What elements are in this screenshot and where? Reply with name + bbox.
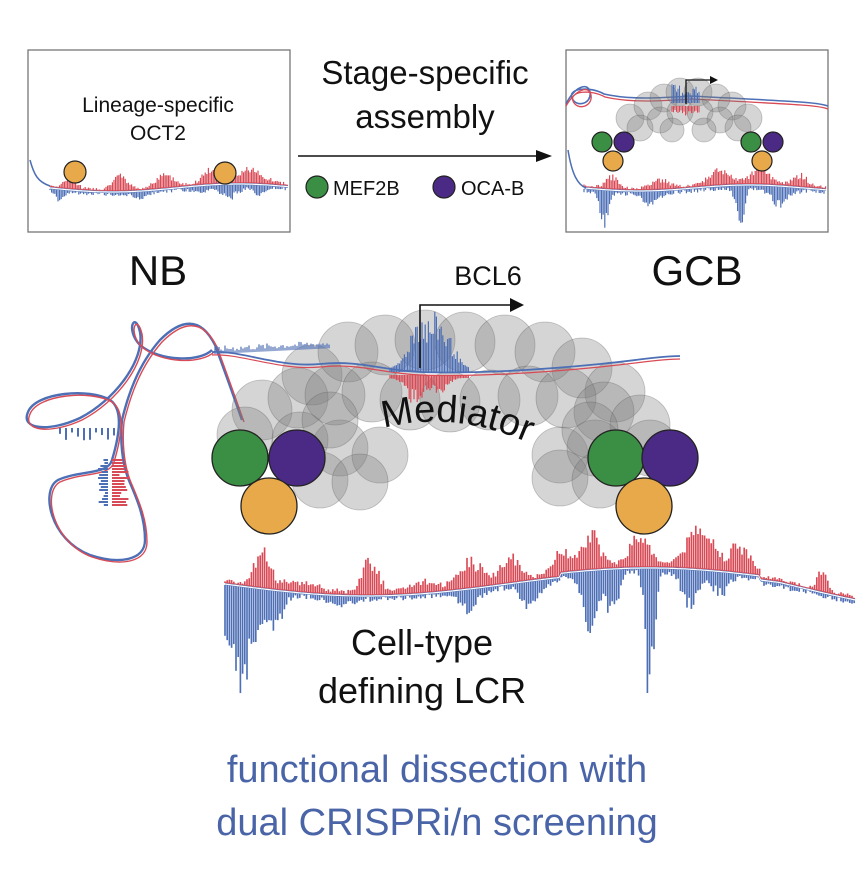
gcb-mediator-subunit — [717, 91, 747, 121]
nb-oct2-circle-left — [63, 160, 87, 184]
nb-panel-frame — [27, 49, 291, 233]
ocab-circle-left — [268, 429, 326, 487]
mediator-subunit — [304, 364, 366, 426]
gcb-chromatin-loop — [565, 85, 829, 110]
lcr-label-line1: Cell-type — [351, 622, 493, 663]
mef2b-circle-right — [587, 429, 645, 487]
transition-title-line1: Stage-specific — [321, 54, 528, 91]
loop-signal-bars — [59, 428, 129, 506]
oct2-circle-left — [240, 477, 298, 535]
promoter-line-blue — [211, 351, 681, 374]
mediator-subunit — [317, 321, 379, 383]
gcb-tss-arrowhead — [710, 76, 718, 84]
chromatin-fiber — [25, 321, 245, 563]
lcr-label-line2: defining LCR — [318, 670, 526, 711]
nb-stage-label: NB — [129, 247, 187, 294]
track-baseline-red — [49, 182, 289, 191]
gcb-mediator-subunit — [691, 117, 717, 143]
legend-mef2b-swatch — [305, 175, 329, 199]
mediator-subunit — [301, 391, 359, 449]
gcb-mef2b-circle-right — [740, 131, 762, 153]
nb-panel-title-line1: Lineage-specific — [82, 94, 234, 117]
nb-signal-tracks — [29, 159, 289, 202]
mediator-subunit — [497, 365, 559, 427]
gcb-track-lead — [567, 149, 587, 189]
gene-label: BCL6 — [454, 261, 522, 291]
mediator-subunit — [459, 369, 521, 431]
gcb-mediator-subunit — [633, 91, 663, 121]
mediator-subunit — [267, 367, 329, 429]
gcb-ocab-circle-right — [762, 131, 784, 153]
gcb-stage-label: GCB — [651, 247, 742, 294]
mediator-subunit — [341, 361, 403, 423]
gcb-mediator-subunit — [615, 103, 645, 133]
legend-ocab-label: OCA-B — [461, 178, 524, 200]
transition-arrowhead — [536, 150, 552, 162]
lcr-signal-tracks — [224, 525, 856, 694]
gcb-mediator-subunit — [659, 117, 685, 143]
track-baseline-red — [224, 566, 856, 599]
track-baseline-white — [224, 567, 856, 601]
bcl6-tss-arrow — [419, 304, 510, 368]
gcb-oct2-circle-left — [602, 150, 624, 172]
mediator-subunit — [531, 449, 589, 507]
track-baseline-white — [49, 183, 289, 193]
bcl6-tss-arrowhead — [510, 298, 524, 312]
gcb-tss-arrow — [685, 79, 712, 104]
mediator-subunit — [331, 453, 389, 511]
gcb-ocab-circle-left — [613, 131, 635, 153]
mediator-subunit — [474, 314, 536, 376]
transition-title-line2: assembly — [355, 98, 495, 135]
ocab-circle-right — [641, 429, 699, 487]
nb-oct2-circle-right — [213, 161, 237, 185]
track-baseline-red — [583, 183, 827, 190]
gcb-mediator-subunit — [701, 83, 731, 113]
track-baseline-white — [583, 184, 827, 192]
main-chromatin-illustration: BCL6 Mediator — [25, 261, 856, 694]
gcb-mediator-subunit — [626, 114, 654, 142]
mef2b-circle-left — [211, 429, 269, 487]
nb-panel-title-line2: OCT2 — [130, 122, 186, 145]
lcr-track — [224, 525, 856, 694]
mediator-subunit — [281, 344, 343, 406]
gcb-track — [583, 164, 827, 228]
legend-ocab-swatch — [432, 175, 456, 199]
mediator-subunit — [351, 426, 409, 484]
gcb-oct2-circle-right — [751, 150, 773, 172]
gcb-mediator-subunit — [646, 106, 674, 134]
bcl6-promoter-peaks — [389, 311, 469, 403]
gcb-signal-tracks — [567, 149, 827, 228]
legend-mef2b-label: MEF2B — [333, 178, 400, 200]
transition-block: Stage-specific assembly MEF2B OCA-B — [298, 54, 552, 200]
gcb-bcl6-peaks — [671, 84, 700, 116]
oct2-circle-right — [615, 477, 673, 535]
gcb-mef2b-circle-left — [591, 131, 613, 153]
nb-track-lead — [29, 159, 51, 187]
gcb-panel — [565, 49, 829, 233]
nb-panel: Lineage-specific OCT2 — [27, 49, 291, 233]
gcb-mediator-subunit — [706, 106, 734, 134]
footer-line1: functional dissection with — [227, 749, 647, 791]
nb-track — [49, 167, 289, 202]
footer-line2: dual CRISPRi/n screening — [216, 802, 657, 844]
